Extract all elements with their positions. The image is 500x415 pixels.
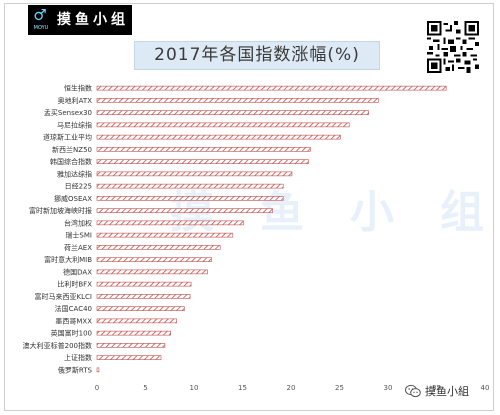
x-tick-labels-group: 0 5 10 15 20 25 30 35 40 xyxy=(95,384,490,392)
category-label: 富时马来西亚KLCI xyxy=(35,292,92,301)
bars-group xyxy=(96,85,447,373)
qr-code-icon xyxy=(427,21,479,73)
bar xyxy=(96,343,166,348)
bar xyxy=(96,294,191,299)
logo-subtext: MOYU xyxy=(33,25,49,31)
bar xyxy=(96,318,177,324)
bar xyxy=(96,134,341,140)
brand-logo: ♂ MOYU 摸鱼小组 xyxy=(28,5,132,35)
x-tick-label: 0 xyxy=(95,384,99,392)
category-label: 奥地利ATX xyxy=(58,96,93,105)
category-label: 雅加达综指 xyxy=(57,169,92,178)
category-label: 比利时BFX xyxy=(57,280,92,289)
bar xyxy=(96,98,379,103)
category-label: 富时意大利MIB xyxy=(44,255,92,264)
wechat-icon xyxy=(405,384,421,398)
category-label: 荷兰AEX xyxy=(64,243,92,252)
bar xyxy=(96,281,192,287)
bar xyxy=(96,232,234,238)
bar xyxy=(96,220,244,226)
bar xyxy=(96,183,284,189)
category-label: 孟买Sensex30 xyxy=(44,108,92,117)
x-tick-label: 25 xyxy=(335,384,344,392)
category-label: 挪威OSEAX xyxy=(54,194,92,203)
bar xyxy=(96,330,172,336)
category-label: 马尼拉综指 xyxy=(57,120,92,129)
wechat-badge-text: 摸鱼小組 xyxy=(425,385,469,398)
logo-text: 摸鱼小组 xyxy=(57,12,129,28)
wechat-watermark-badge: 摸鱼小組 xyxy=(405,383,469,401)
bar xyxy=(96,159,309,164)
category-label: 富时新加坡海峡时报 xyxy=(29,206,92,215)
category-label: 道琼斯工业平均 xyxy=(43,133,92,142)
bar xyxy=(96,110,369,115)
bar xyxy=(96,306,185,311)
x-tick-label: 10 xyxy=(190,384,199,392)
bar xyxy=(96,208,273,213)
category-label: 新西兰NZ50 xyxy=(52,145,92,154)
bar xyxy=(96,355,162,360)
category-label: 日经225 xyxy=(65,182,92,191)
category-label: 墨西哥MXX xyxy=(55,317,92,325)
category-label: 法国CAC40 xyxy=(55,304,92,313)
category-label: 德国DAX xyxy=(63,267,92,276)
category-label: 恒生指数 xyxy=(64,84,92,93)
category-label: 澳大利亚标普200指数 xyxy=(23,341,92,350)
category-label: 台湾加权 xyxy=(64,218,92,227)
x-tick-label: 30 xyxy=(384,384,393,392)
bar xyxy=(96,269,208,275)
bar xyxy=(96,171,293,177)
bar xyxy=(96,257,212,262)
category-label: 英国富时100 xyxy=(51,329,92,338)
x-tick-label: 15 xyxy=(238,384,247,392)
bar xyxy=(96,367,100,373)
category-label: 俄罗斯RTS xyxy=(58,365,93,374)
logo-mark-icon: ♂ xyxy=(33,6,47,24)
chart-title: 2017年各国指数涨幅(%) xyxy=(134,41,380,70)
bar xyxy=(96,85,447,91)
bar xyxy=(96,122,350,128)
category-label: 瑞士SMI xyxy=(65,231,92,240)
chart-frame xyxy=(4,3,494,411)
x-tick-label: 35 xyxy=(432,384,441,392)
bar xyxy=(96,196,284,201)
bar xyxy=(96,147,311,152)
bar xyxy=(96,245,221,250)
x-tick-label: 5 xyxy=(143,384,147,392)
category-label: 韩国综合指数 xyxy=(50,157,92,166)
category-label: 上证指数 xyxy=(64,353,92,362)
x-tick-label: 20 xyxy=(287,384,296,392)
x-tick-label: 40 xyxy=(481,384,490,392)
